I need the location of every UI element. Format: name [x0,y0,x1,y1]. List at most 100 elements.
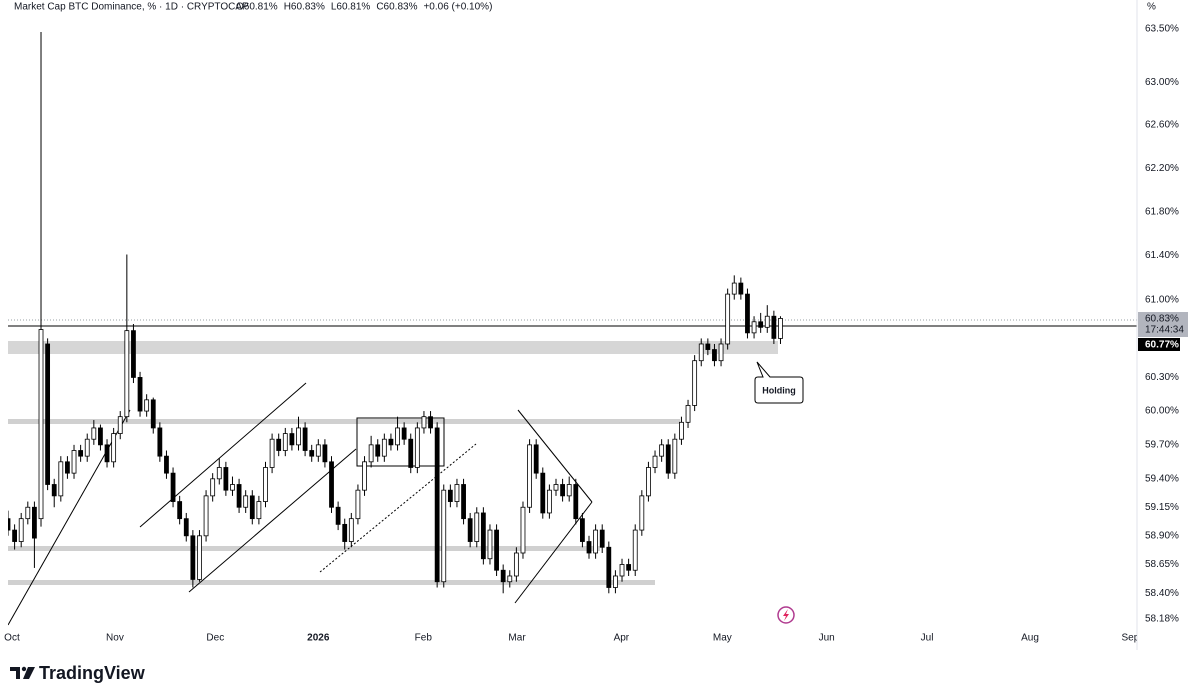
ohlc-value: L60.81% [331,2,371,13]
candle-body [282,433,288,451]
candle-body [527,444,532,508]
candle-body [144,399,150,412]
candle-body [269,438,275,468]
last-price-label: 60.83% [1145,314,1179,325]
y-tick-label: 58.65% [1145,559,1179,570]
logo [10,666,35,679]
x-tick-label: Aug [1021,633,1039,644]
candle-body [705,343,711,350]
candle-body [626,564,632,571]
candle-body [414,427,420,468]
candle-body [646,467,651,497]
y-tick-label: 61.40% [1145,250,1179,261]
x-tick-label: 2026 [307,633,330,644]
unit-label: % [1147,2,1156,13]
y-tick-label: 63.50% [1145,23,1179,34]
candle-body [203,495,209,537]
candle-body [778,318,783,339]
candle-body [738,282,744,295]
candle-body [104,444,110,463]
x-tick-label: May [713,633,732,644]
candle-body [513,552,519,577]
y-tick-label: 58.40% [1145,588,1179,599]
x-tick-label: Oct [4,633,20,644]
level-zone [8,419,680,424]
candle-body [487,529,493,560]
candle-body [190,535,196,580]
drawings [8,319,1137,626]
candle-body [395,427,400,446]
candle-body [91,427,97,440]
candle-body [8,518,11,531]
candle-body [131,330,136,378]
trend-line [514,501,593,604]
candle-body [362,461,367,491]
candle-body [164,455,169,474]
trend-line [8,409,131,626]
callout [754,361,804,404]
candle-body [546,489,552,514]
annotation: Holding [762,385,796,395]
candle-body [434,427,440,583]
candle-body [698,343,704,362]
candle-body [197,535,202,580]
level-zone [8,580,655,585]
candle-body [745,293,750,334]
candle-body [256,501,262,520]
candle-body [593,529,599,554]
candle-body [606,546,612,588]
candle-body [685,405,691,423]
candle-body [32,506,37,539]
candle-body [58,461,64,497]
x-tick-label: Apr [614,633,630,644]
candles [8,32,783,594]
candle-body [461,484,466,520]
last-price-box [1138,312,1188,337]
logo-mark [21,666,27,672]
candle-body [355,489,361,520]
ohlc-value: C60.83% [376,2,417,13]
y-tick-label: 59.40% [1145,473,1179,484]
trend-line [139,382,307,528]
candle-body [263,467,268,502]
candle-body [51,484,57,497]
candle-body [771,315,777,339]
x-tick-label: Feb [415,633,433,644]
candle-body [665,444,671,474]
candle-body [480,512,486,560]
y-tick-label: 62.60% [1145,120,1179,131]
candle-body [236,484,242,508]
candle-body [375,444,381,457]
y-tick-label: 59.15% [1145,502,1179,513]
candle-body [223,467,229,491]
candle-body [421,416,427,429]
chart-title: Market Cap BTC Dominance, % · 1D · CRYPT… [14,2,249,13]
candle-body [712,349,717,362]
candle-body [758,321,764,328]
candle-body [467,518,473,542]
candle-body [276,438,282,451]
candle-body [520,506,526,554]
candle-body [45,343,51,485]
candle-body [322,444,328,463]
candle-body [38,329,44,520]
level-box [1138,338,1180,351]
ohlc-value: O60.81% [236,2,278,13]
candle-body [18,518,24,542]
candle-body [170,472,176,502]
logo-mark [10,667,20,679]
candle-body [751,321,757,334]
y-tick-label: 63.00% [1145,77,1179,88]
x-tick-label: Sep [1121,633,1139,644]
ohlc-value: H60.83% [284,2,325,13]
candle-body [408,438,414,468]
y-tick-label: 61.80% [1145,206,1179,217]
candle-body [441,489,447,583]
candle-body [639,495,645,531]
x-tick-label: Dec [206,633,224,644]
candle-body [764,315,770,328]
candle-body [613,575,618,588]
range-box [356,417,445,467]
candle-body [659,444,665,457]
